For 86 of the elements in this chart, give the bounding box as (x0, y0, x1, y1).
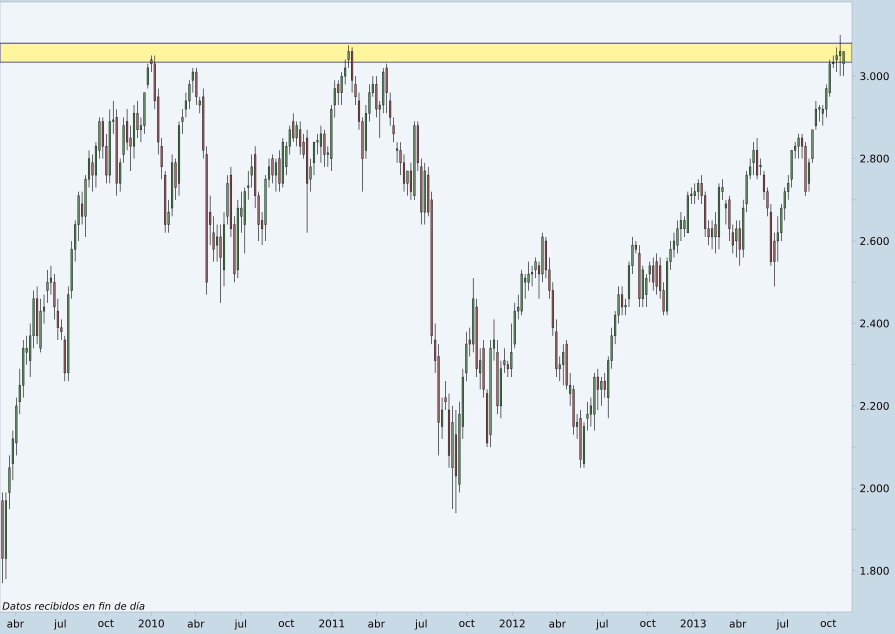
x-tick-label: 2013 (680, 620, 706, 628)
x-tick-label: abr (730, 620, 746, 628)
candlestick (528, 261, 530, 291)
x-tick-label: jul (414, 620, 427, 630)
candlestick (752, 142, 755, 176)
candlestick (818, 104, 820, 122)
x-tick-label: abr (7, 620, 24, 628)
x-tick-label: 2012 (500, 620, 525, 628)
candlestick (160, 138, 163, 180)
y-tick-label: 1.800 (860, 566, 889, 575)
candlestick (680, 212, 682, 242)
y-tick-label: 2.200 (860, 402, 889, 410)
candlestick (697, 178, 700, 200)
x-tick-label: 2011 (319, 620, 344, 628)
candlestick (600, 376, 602, 406)
x-tick-label: jul (596, 620, 608, 630)
candlestick (181, 108, 184, 134)
x-tick-label: oct (98, 620, 114, 627)
candlestick (836, 47, 838, 72)
candlestick (586, 401, 588, 431)
candlestick (392, 117, 395, 142)
candlestick (396, 142, 398, 164)
candlestick (212, 216, 215, 262)
candlestick (732, 224, 734, 254)
candlestick (839, 34, 842, 76)
candlestick (354, 76, 357, 106)
candlestick (274, 158, 277, 192)
x-tick-label: abr (188, 620, 204, 628)
candlestick (652, 257, 654, 291)
x-tick-label: jul (776, 620, 788, 630)
x-tick-label: oct (820, 620, 836, 627)
candlestick (126, 108, 128, 151)
candlestick (621, 286, 624, 316)
candlestick (216, 224, 218, 262)
candlestick (531, 265, 534, 287)
x-tick-label: abr (549, 620, 566, 628)
candlestick (510, 323, 512, 378)
candlestick (188, 80, 190, 110)
x-tick-label: 2010 (138, 620, 164, 628)
candlestick (842, 51, 845, 76)
candlestick (337, 80, 340, 106)
candlestick (676, 220, 678, 254)
x-tick-label: oct (459, 620, 475, 627)
candlestick (340, 72, 343, 106)
candlestick (247, 170, 250, 200)
candlestick (735, 220, 738, 258)
y-tick-label: 2.400 (860, 320, 889, 328)
y-tick-label: 3.000 (860, 72, 889, 80)
annotation: Datos recibidos en fin de día (2, 602, 144, 610)
candlestick (672, 232, 676, 258)
candlestick (299, 121, 302, 155)
x-tick-label: jul (234, 620, 246, 630)
candlestick (724, 200, 727, 225)
x-tick-label: abr (368, 620, 385, 628)
x-tick-label: oct (640, 620, 656, 627)
candlestick (296, 121, 298, 147)
candlestick (711, 220, 714, 250)
candlestick (220, 224, 222, 304)
candlestick (192, 68, 194, 93)
candlestick (596, 368, 599, 410)
candlestick (645, 274, 648, 308)
y-tick-label: 2.600 (860, 237, 889, 245)
candlestick (323, 129, 326, 168)
candlestick (402, 154, 406, 192)
candlestick (56, 298, 59, 340)
x-tick-label: oct (278, 620, 294, 627)
candlestick (146, 64, 149, 89)
candlestick (320, 125, 322, 164)
candlestick (534, 257, 537, 278)
candlestick (814, 100, 817, 130)
candlestick (444, 380, 447, 410)
y-tick-label: 2.800 (860, 154, 889, 163)
candlestick (694, 183, 696, 204)
candlestick (624, 298, 627, 316)
y-tick-label: 2.000 (860, 484, 889, 492)
candlestick (648, 261, 651, 283)
candlestick (292, 112, 294, 142)
candlestick (389, 92, 392, 126)
x-tick-label: jul (54, 620, 66, 630)
candlestick (562, 344, 564, 386)
candlestick (503, 348, 506, 374)
candlestick (46, 270, 49, 304)
candlestick (271, 154, 274, 184)
candlestick (334, 80, 336, 118)
candlestick (312, 142, 316, 176)
candlestick (798, 134, 800, 159)
